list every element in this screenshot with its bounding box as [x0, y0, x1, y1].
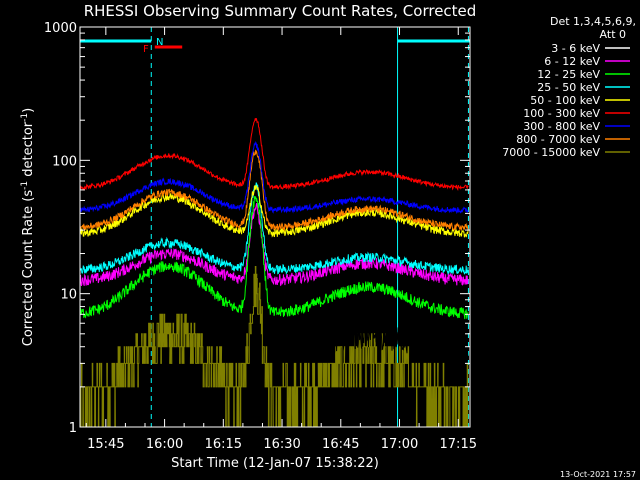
flare-label: F — [143, 44, 149, 55]
legend-label-0: 3 - 6 keV — [551, 42, 600, 55]
series-line-0 — [79, 130, 469, 359]
x-tick-label-6: 17:15 — [440, 437, 477, 452]
legend-label-7: 800 - 7000 keV — [516, 133, 600, 146]
y-tick-label-3: 1000 — [44, 21, 77, 36]
series-line-6 — [79, 140, 469, 214]
legend-label-5: 100 - 300 keV — [523, 107, 600, 120]
legend-label-1: 6 - 12 keV — [544, 55, 600, 68]
y-tick-label-2: 100 — [52, 154, 77, 169]
legend-label-2: 12 - 25 keV — [537, 68, 600, 81]
axes — [79, 26, 471, 428]
timestamp: 13-Oct-2021 17:57 — [560, 470, 636, 479]
legend-label-8: 7000 - 15000 keV — [502, 146, 600, 159]
series-line-3 — [79, 182, 469, 276]
x-tick-label-2: 16:15 — [205, 437, 242, 452]
series-lines — [79, 117, 469, 428]
legend-header-line1: Det 1,3,4,5,6,9, — [550, 15, 636, 28]
y-axis-label: Corrected Count Rate (s-1 detector-1) — [20, 108, 36, 346]
x-tick-label-3: 16:30 — [263, 437, 300, 452]
y-tick-label-0: 1 — [69, 421, 77, 436]
legend-label-3: 25 - 50 keV — [537, 81, 600, 94]
series-line-7 — [79, 149, 469, 232]
legend-label-4: 50 - 100 keV — [530, 94, 600, 107]
series-line-4 — [79, 185, 469, 238]
x-tick-label-0: 15:45 — [87, 437, 124, 452]
series-line-8 — [79, 266, 469, 428]
legend-header-line2: Att 0 — [600, 28, 626, 41]
series-line-1 — [79, 202, 469, 287]
night-indicators — [80, 27, 470, 427]
legend-label-6: 300 - 800 keV — [523, 120, 600, 133]
x-axis-label: Start Time (12-Jan-07 15:38:22) — [171, 456, 379, 471]
night-label: N — [156, 37, 163, 48]
tick-labels: 15:45 16:00 16:15 16:30 16:45 17:00 17:15 1 10 10… — [44, 21, 477, 452]
series-line-2 — [79, 195, 469, 320]
x-tick-label-1: 16:00 — [146, 437, 183, 452]
series-line-5 — [79, 117, 469, 191]
y-tick-label-1: 10 — [60, 288, 77, 303]
x-tick-label-4: 16:45 — [322, 437, 359, 452]
x-tick-label-5: 17:00 — [381, 437, 418, 452]
plot-frame — [79, 26, 471, 428]
chart-title: RHESSI Observing Summary Count Rates, Co… — [84, 2, 477, 20]
